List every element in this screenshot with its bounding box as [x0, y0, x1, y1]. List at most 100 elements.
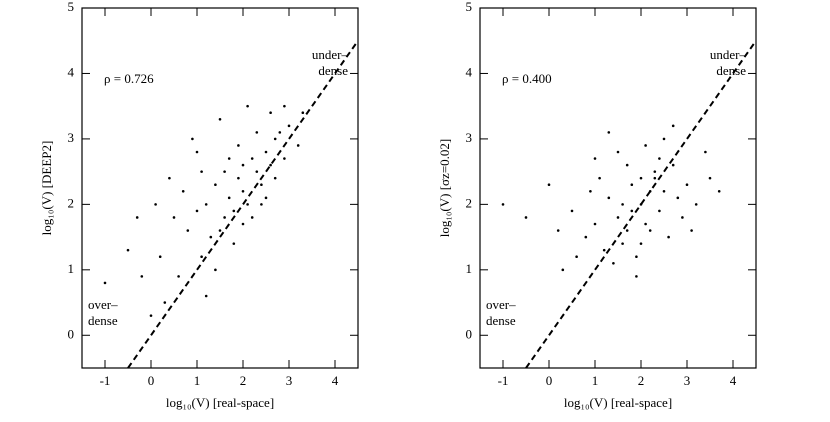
x-tick-label: 2 — [638, 373, 645, 388]
point — [639, 242, 643, 245]
x-tick-label: 3 — [286, 373, 293, 388]
point — [273, 137, 277, 141]
point — [273, 176, 277, 180]
point — [158, 255, 162, 259]
point — [181, 189, 185, 193]
point — [209, 235, 213, 239]
point — [149, 314, 153, 317]
annotation: dense — [88, 313, 118, 328]
point — [168, 176, 171, 180]
panel: -1 0 1 2 3 4 0 1 2 3 4 5 log₁₀(V) [real-space] log₁₀(… — [437, 0, 757, 410]
point — [241, 189, 245, 193]
plot-frame — [81, 7, 359, 369]
point — [561, 268, 565, 272]
point — [246, 104, 249, 108]
point — [260, 203, 263, 206]
point — [685, 183, 689, 187]
point — [232, 242, 236, 245]
point — [246, 203, 249, 206]
point — [575, 255, 578, 259]
point — [260, 183, 263, 187]
x-tick-label: 2 — [240, 373, 247, 388]
point — [241, 163, 245, 167]
point — [630, 183, 634, 187]
point — [593, 222, 597, 226]
point — [195, 150, 199, 154]
reference-line — [127, 40, 359, 369]
point — [191, 137, 194, 141]
point — [635, 255, 638, 259]
point — [616, 150, 620, 154]
x-tick-label: 0 — [546, 373, 553, 388]
point — [269, 111, 272, 115]
point — [630, 209, 634, 213]
point — [255, 170, 259, 173]
point — [671, 163, 675, 167]
point — [658, 157, 661, 160]
point — [227, 196, 231, 200]
point — [214, 268, 217, 272]
point — [671, 124, 675, 128]
point — [296, 144, 300, 147]
point — [648, 229, 652, 232]
point — [658, 209, 661, 213]
panel: -1 0 1 2 3 4 0 1 2 3 4 5 log₁₀(V) [real-space] log₁₀(… — [39, 0, 359, 410]
y-tick-label: 3 — [68, 130, 75, 145]
point — [612, 261, 615, 265]
point — [204, 294, 208, 298]
point — [708, 176, 712, 180]
y-axis-label: log₁₀(V) [DEEP2] — [39, 141, 54, 236]
annotation: dense — [486, 313, 516, 328]
point — [283, 104, 286, 108]
point — [255, 131, 259, 134]
point — [195, 209, 199, 213]
point — [556, 229, 560, 232]
point — [653, 170, 657, 173]
point — [154, 203, 157, 206]
y-tick-label: 1 — [68, 261, 75, 276]
y-tick-label: 1 — [466, 261, 473, 276]
point — [501, 203, 505, 206]
point — [126, 248, 130, 252]
point — [676, 196, 680, 200]
point — [237, 176, 240, 180]
point — [283, 157, 286, 160]
annotation: ρ = 0.400 — [502, 71, 552, 86]
point — [662, 189, 666, 193]
point — [694, 203, 698, 206]
y-tick-label: 5 — [466, 0, 473, 14]
point — [547, 183, 551, 187]
point — [593, 157, 597, 160]
y-tick-label: 4 — [466, 64, 473, 79]
point — [667, 235, 670, 239]
annotation: over– — [486, 297, 516, 312]
y-tick-label: 3 — [466, 130, 473, 145]
point — [218, 229, 222, 232]
annotation: under– — [710, 47, 747, 62]
annotation: dense — [318, 63, 348, 78]
x-tick-label: 1 — [194, 373, 201, 388]
point — [602, 248, 606, 252]
y-tick-label: 5 — [68, 0, 75, 14]
annotation: dense — [716, 63, 746, 78]
point — [177, 275, 180, 278]
y-tick-label: 2 — [68, 195, 75, 210]
x-axis-label: log₁₀(V) [real-space] — [166, 395, 274, 410]
point — [223, 170, 226, 173]
x-tick-label: 4 — [332, 373, 339, 388]
point — [186, 229, 190, 232]
point — [200, 255, 203, 259]
point — [204, 203, 208, 206]
point — [598, 176, 601, 180]
point — [250, 216, 254, 219]
point — [264, 196, 268, 200]
point — [103, 281, 107, 285]
point — [639, 176, 643, 180]
point — [200, 170, 203, 173]
x-tick-label: 0 — [148, 373, 155, 388]
point — [163, 301, 167, 304]
point — [301, 111, 305, 115]
point — [287, 124, 291, 128]
point — [135, 216, 139, 219]
